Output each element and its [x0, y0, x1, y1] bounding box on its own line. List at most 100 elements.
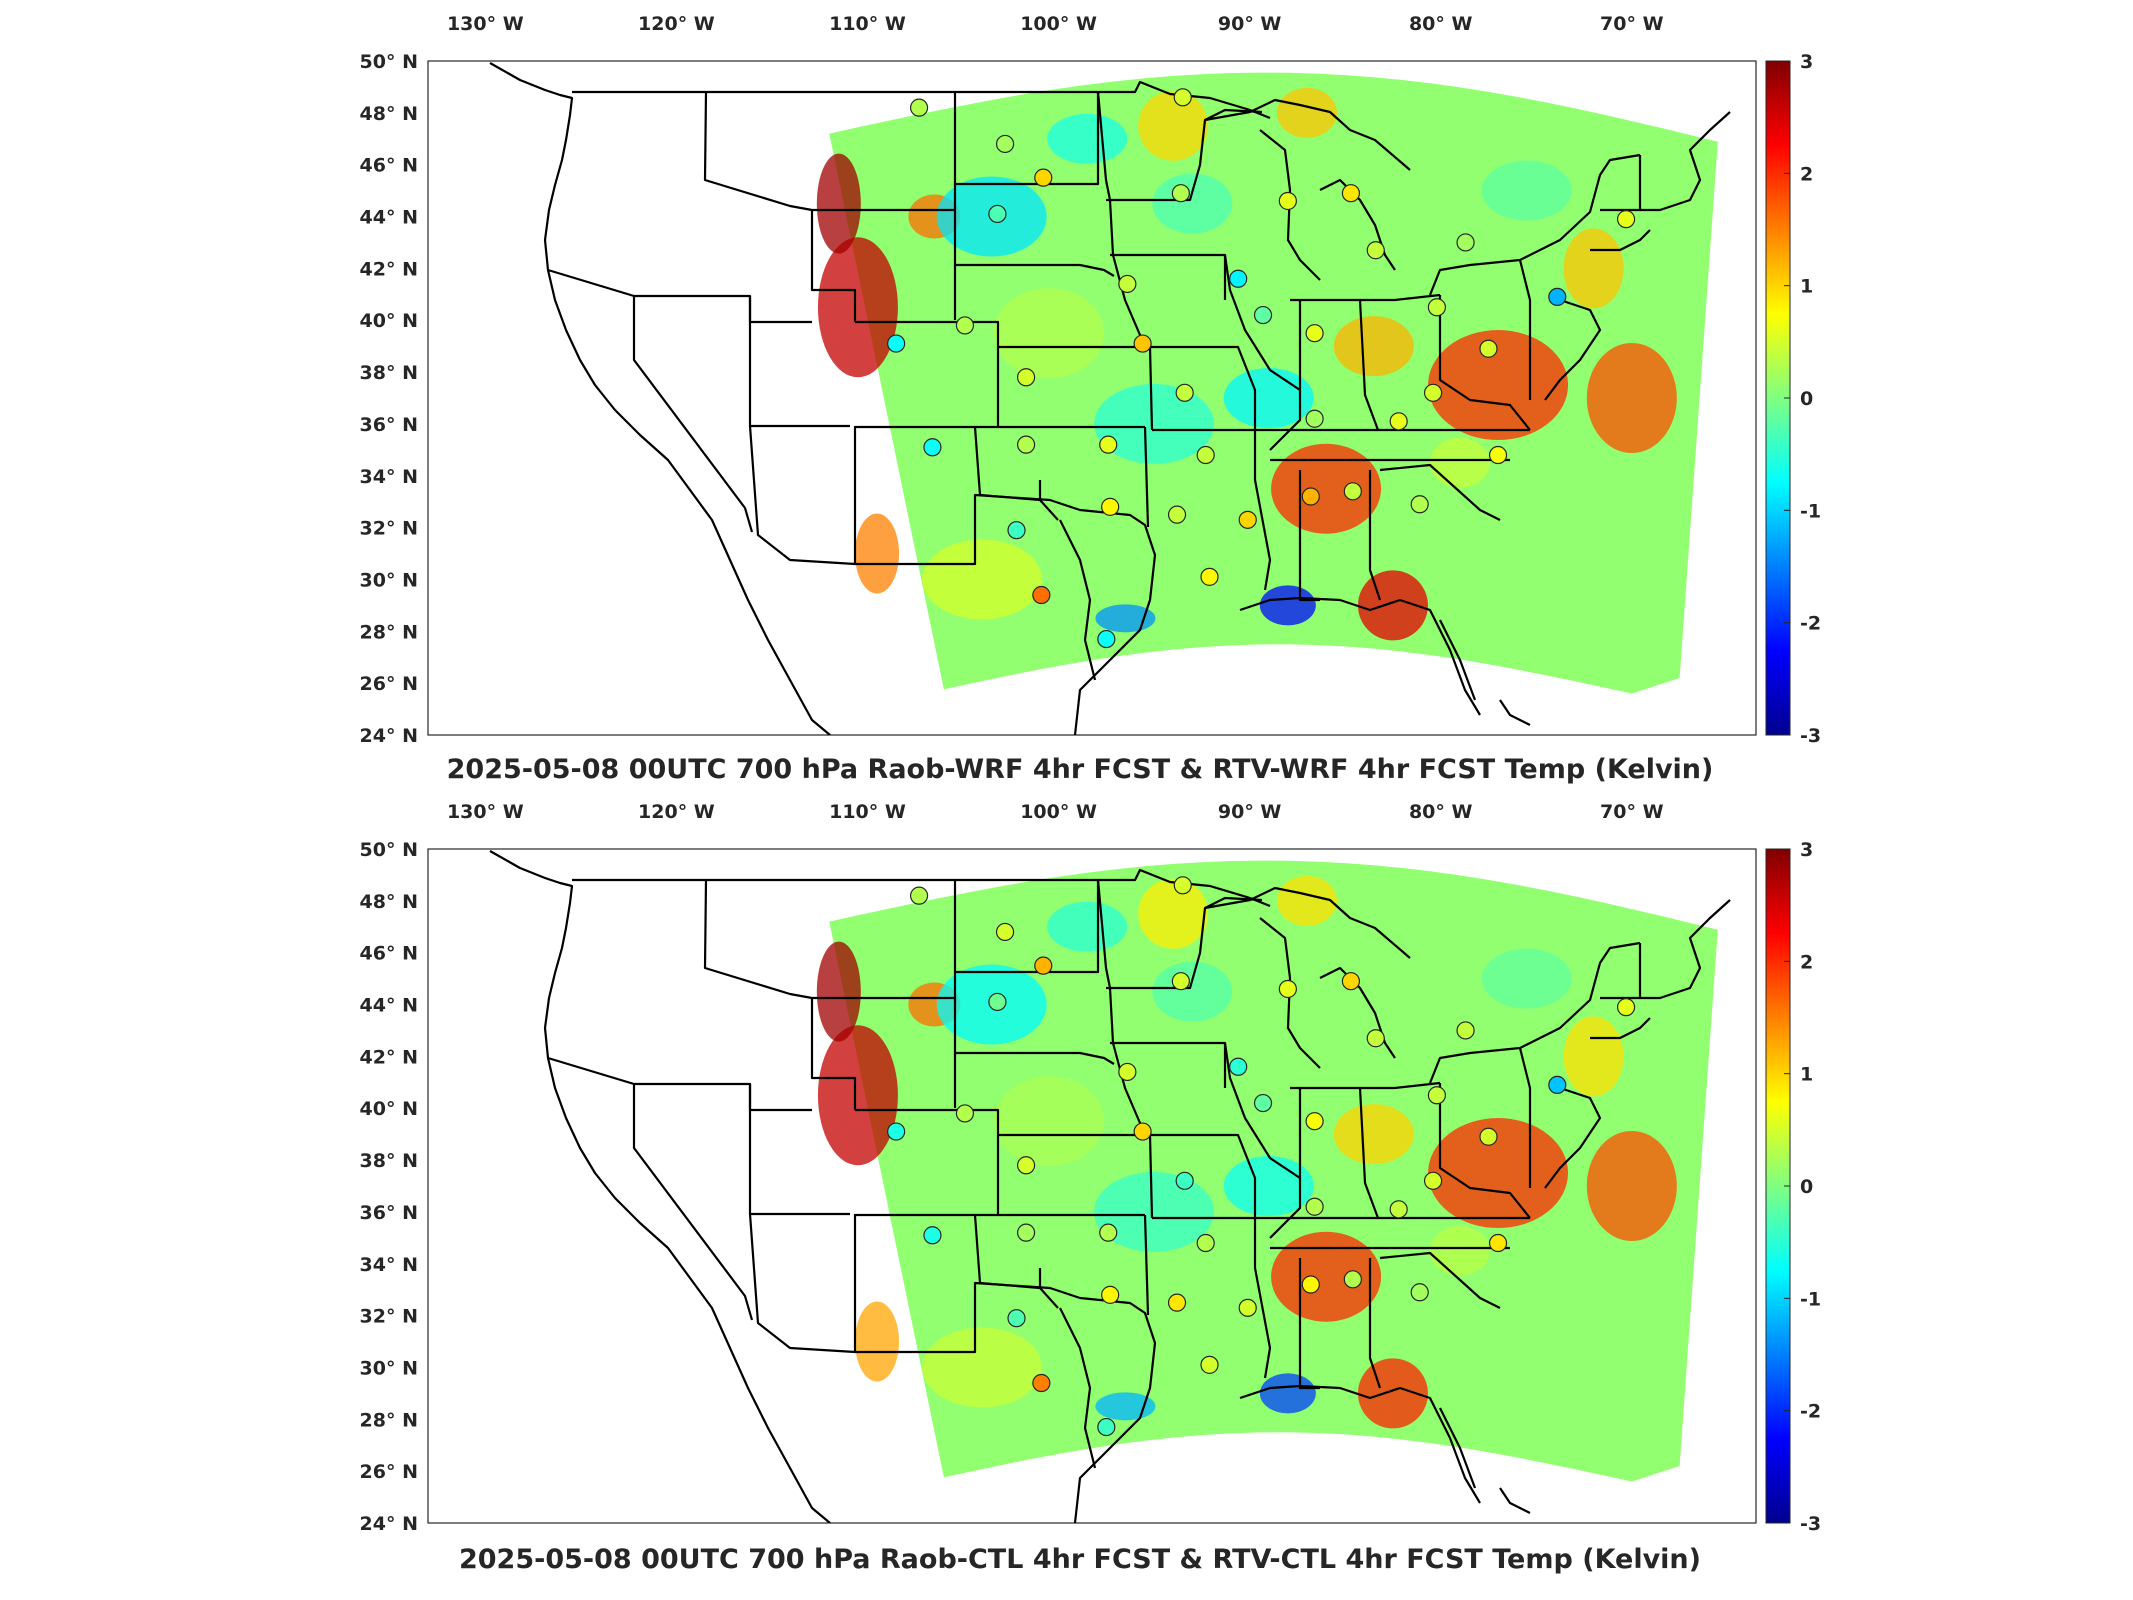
raob-station-marker [1479, 339, 1498, 358]
latitude-tick-label: 32° N [360, 1306, 418, 1328]
raob-station-marker [923, 438, 942, 457]
raob-station-marker [955, 1104, 975, 1123]
anomaly-blobs [816, 875, 1677, 1429]
raob-station-marker [1118, 274, 1137, 294]
raob-station-marker [1200, 567, 1219, 586]
latitude-tick-label: 26° N [360, 1461, 418, 1483]
latitude-tick-label: 36° N [360, 1202, 418, 1224]
anomaly-region [994, 1076, 1105, 1167]
raob-station-marker [909, 886, 929, 905]
anomaly-region [855, 513, 900, 594]
raob-station-marker [909, 98, 929, 117]
colorbar-tick-label: 2 [1800, 951, 1813, 973]
colorbar-tick-label: -3 [1800, 725, 1821, 747]
anomaly-region [922, 539, 1043, 620]
colorbar-tick-label: 0 [1800, 1176, 1813, 1198]
raob-station-marker [1196, 1233, 1215, 1253]
raob-station-marker [1097, 629, 1116, 649]
longitude-axis: 130° W 120° W 110° W 100° W 90° W 80° W 70° W [447, 801, 1664, 823]
anomaly-region [1259, 585, 1316, 626]
raob-station-marker [955, 316, 975, 335]
longitude-axis: 130° W 120° W 110° W 100° W 90° W 80° W 70° W [447, 13, 1664, 35]
colorbar-ticks: 3 2 1 0 -1 -2 -3 [1784, 839, 1821, 1535]
raob-station-marker [1456, 233, 1475, 252]
anomaly-region [1563, 1016, 1624, 1097]
latitude-tick-label: 42° N [360, 258, 418, 280]
latitude-tick-label: 38° N [360, 362, 418, 384]
raob-station-marker [1007, 1309, 1026, 1328]
raob-station-marker [923, 1226, 942, 1245]
longitude-tick-label: 90° W [1218, 13, 1282, 35]
anomaly-region [1586, 1131, 1677, 1241]
raob-station-marker [1423, 383, 1443, 402]
latitude-tick-label: 38° N [360, 1150, 418, 1172]
raob-station-marker [1305, 409, 1324, 428]
raob-station-marker [1034, 168, 1053, 187]
map-figure-top: 130° W 120° W 110° W 100° W 90° W 80° W 70° W … [360, 13, 1822, 785]
anomaly-region [1428, 330, 1569, 441]
latitude-tick-label: 24° N [360, 725, 418, 747]
station-markers [887, 88, 1636, 649]
latitude-tick-label: 28° N [360, 1409, 418, 1431]
raob-station-marker [1343, 1270, 1362, 1289]
anomaly-region [1333, 1104, 1414, 1165]
raob-station-marker [1167, 505, 1187, 524]
latitude-tick-label: 34° N [360, 466, 418, 488]
longitude-tick-label: 130° W [447, 801, 524, 823]
latitude-tick-label: 36° N [360, 414, 418, 436]
longitude-tick-label: 120° W [638, 13, 715, 35]
raob-station-marker [1171, 972, 1190, 991]
colorbar-tick-label: 2 [1800, 163, 1813, 185]
colorbar-ticks: 3 2 1 0 -1 -2 -3 [1784, 51, 1821, 747]
anomaly-blobs [816, 87, 1677, 641]
anomaly-region [817, 1025, 898, 1166]
raob-station-marker [1253, 1093, 1273, 1113]
raob-station-marker [1343, 482, 1362, 501]
latitude-tick-label: 44° N [360, 207, 418, 229]
raob-station-marker [1488, 445, 1508, 465]
raob-station-marker [1016, 368, 1036, 387]
raob-station-marker [1007, 521, 1026, 540]
raob-station-marker [1032, 1373, 1051, 1393]
anomaly-region [1138, 90, 1209, 161]
raob-station-marker [1389, 412, 1408, 431]
latitude-tick-label: 24° N [360, 1513, 418, 1535]
colorbar-tick-label: 3 [1800, 51, 1813, 73]
raob-station-marker [1167, 1293, 1187, 1312]
raob-station-marker [1097, 1417, 1116, 1437]
anomaly-region [1276, 87, 1337, 138]
anomaly-region [1047, 901, 1128, 952]
longitude-tick-label: 120° W [638, 801, 715, 823]
state-boundaries [489, 850, 1731, 1523]
raob-station-marker [1548, 1075, 1567, 1094]
anomaly-region [1428, 1118, 1569, 1229]
anomaly-region [1152, 173, 1233, 234]
anomaly-region [1138, 878, 1209, 949]
longitude-tick-label: 110° W [829, 801, 906, 823]
raob-station-marker [1488, 1233, 1508, 1253]
raob-station-marker [1175, 383, 1194, 402]
anomaly-region [1429, 437, 1490, 488]
latitude-tick-label: 42° N [360, 1046, 418, 1068]
latitude-tick-label: 48° N [360, 103, 418, 125]
longitude-tick-label: 100° W [1020, 13, 1097, 35]
latitude-axis: 50° N 48° N 46° N 44° N 42° N 40° N 38° N 36° N… [360, 839, 418, 1535]
colorbar-tick-label: 0 [1800, 388, 1813, 410]
raob-station-marker [1034, 956, 1053, 975]
colorbar-tick-label: 3 [1800, 839, 1813, 861]
raob-station-marker [1341, 972, 1361, 991]
longitude-tick-label: 70° W [1600, 801, 1664, 823]
anomaly-region [994, 288, 1105, 379]
raob-station-marker [1196, 445, 1215, 465]
longitude-tick-label: 70° W [1600, 13, 1664, 35]
raob-station-marker [1305, 324, 1324, 343]
raob-station-marker [1118, 1062, 1137, 1082]
anomaly-region [1047, 113, 1128, 164]
colorbar-tick-label: -2 [1800, 1401, 1821, 1423]
anomaly-region [1563, 228, 1624, 309]
anomaly-region [816, 941, 861, 1042]
raob-station-marker [1305, 1112, 1324, 1131]
raob-station-marker [1229, 1057, 1248, 1076]
colorbar: 3 2 1 0 -1 -2 -3 [1765, 51, 1821, 747]
anomaly-region [1586, 343, 1677, 453]
